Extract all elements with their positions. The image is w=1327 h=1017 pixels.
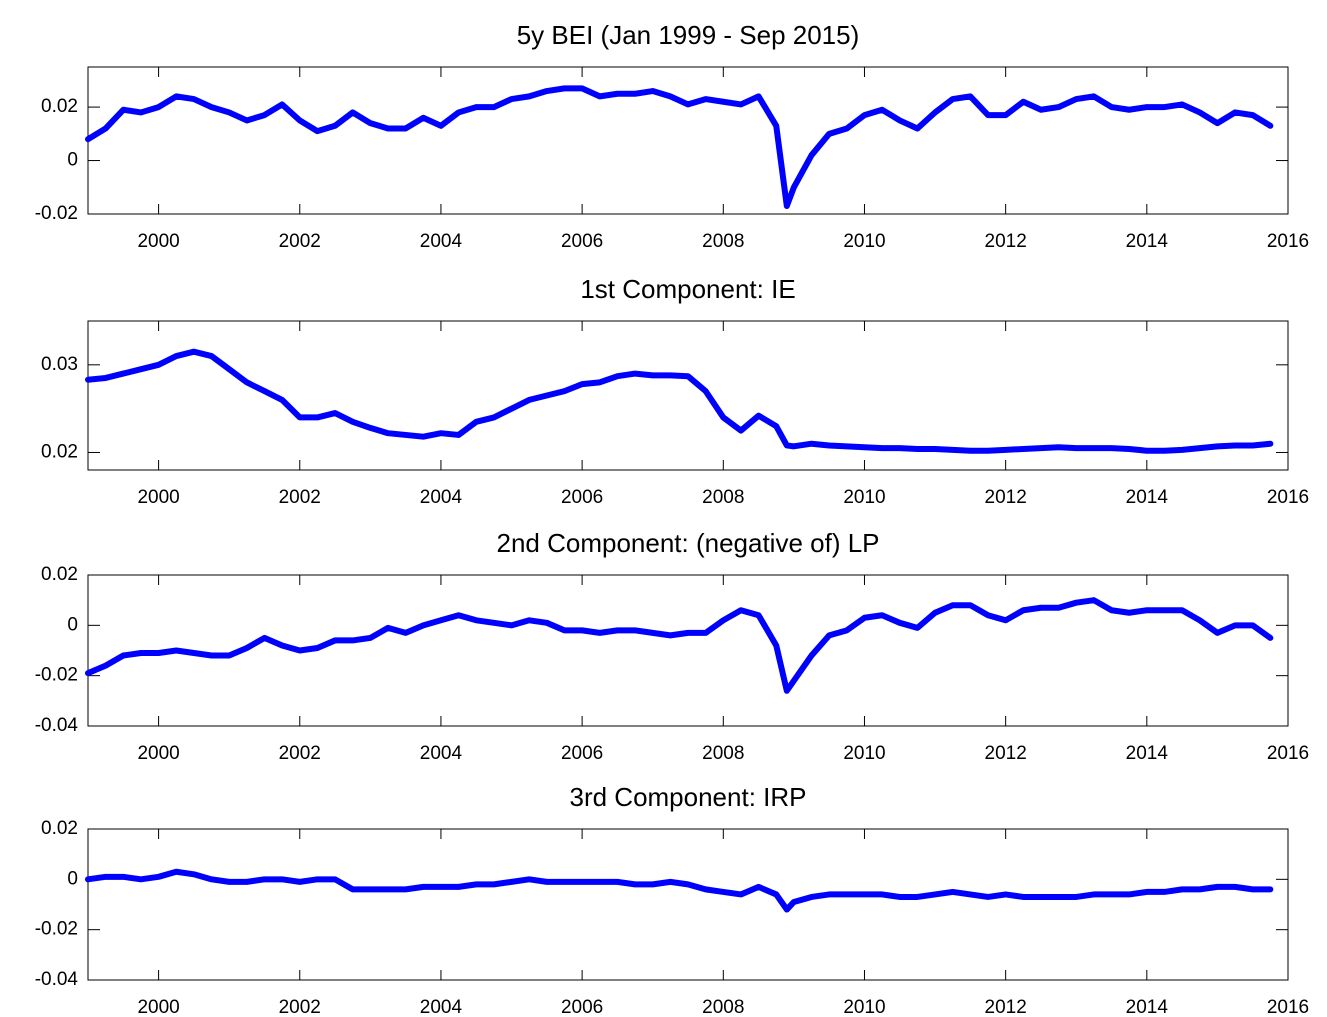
y-tick-label: 0.02 [41, 96, 78, 117]
data-line [85, 348, 1274, 454]
x-tick-label: 2004 [420, 231, 463, 252]
y-tick-label: 0 [67, 868, 78, 889]
data-line [85, 85, 1274, 209]
x-tick-label: 2010 [843, 997, 885, 1017]
x-tick-label: 2008 [702, 231, 744, 252]
y-tick-label: 0.02 [41, 441, 78, 462]
data-line [85, 868, 1274, 913]
x-tick-label: 2016 [1267, 997, 1309, 1017]
x-tick-label: 2016 [1267, 487, 1309, 508]
x-tick-label: 2000 [137, 487, 179, 508]
x-tick-label: 2014 [1126, 743, 1169, 764]
x-tick-label: 2004 [420, 997, 463, 1017]
x-tick-label: 2012 [985, 487, 1027, 508]
x-tick-label: 2014 [1126, 997, 1169, 1017]
plot-frame [87, 828, 1289, 981]
x-tick-label: 2014 [1126, 231, 1169, 252]
y-tick-label: 0.02 [41, 564, 78, 585]
x-tick-label: 2010 [843, 487, 885, 508]
chart-title: 3rd Component: IRP [569, 782, 806, 812]
y-tick-label: -0.02 [35, 203, 78, 224]
x-tick-label: 2012 [985, 997, 1027, 1017]
x-tick-label: 2002 [279, 231, 321, 252]
x-tick-label: 2004 [420, 743, 463, 764]
chart-title: 2nd Component: (negative of) LP [496, 528, 879, 558]
plot-frame [87, 66, 1289, 215]
x-tick-label: 2008 [702, 487, 744, 508]
x-tick-label: 2002 [279, 487, 321, 508]
x-tick-label: 2006 [561, 487, 603, 508]
chart-title: 1st Component: IE [580, 274, 795, 304]
x-tick-label: 2000 [137, 231, 179, 252]
x-tick-label: 2002 [279, 997, 321, 1017]
y-tick-label: -0.04 [35, 969, 79, 990]
x-tick-label: 2000 [137, 997, 179, 1017]
x-tick-label: 2016 [1267, 743, 1309, 764]
x-tick-label: 2000 [137, 743, 179, 764]
x-tick-label: 2006 [561, 997, 603, 1017]
y-tick-label: -0.02 [35, 919, 78, 940]
y-tick-label: 0.03 [41, 354, 78, 375]
y-tick-label: 0 [67, 614, 78, 635]
y-tick-label: -0.04 [35, 715, 79, 736]
y-tick-label: 0.02 [41, 818, 78, 839]
x-tick-label: 2010 [843, 743, 885, 764]
x-tick-label: 2010 [843, 231, 885, 252]
x-tick-label: 2012 [985, 743, 1027, 764]
plot-frame [87, 574, 1289, 727]
x-tick-label: 2012 [985, 231, 1027, 252]
x-tick-label: 2006 [561, 231, 603, 252]
x-tick-label: 2008 [702, 743, 744, 764]
y-tick-label: 0 [67, 150, 78, 171]
data-line [85, 597, 1274, 694]
x-tick-label: 2008 [702, 997, 744, 1017]
x-tick-label: 2002 [279, 743, 321, 764]
x-tick-label: 2006 [561, 743, 603, 764]
x-tick-label: 2014 [1126, 487, 1169, 508]
x-tick-label: 2016 [1267, 231, 1309, 252]
y-tick-label: -0.02 [35, 665, 78, 686]
x-tick-label: 2004 [420, 487, 463, 508]
chart-title: 5y BEI (Jan 1999 - Sep 2015) [517, 20, 860, 50]
